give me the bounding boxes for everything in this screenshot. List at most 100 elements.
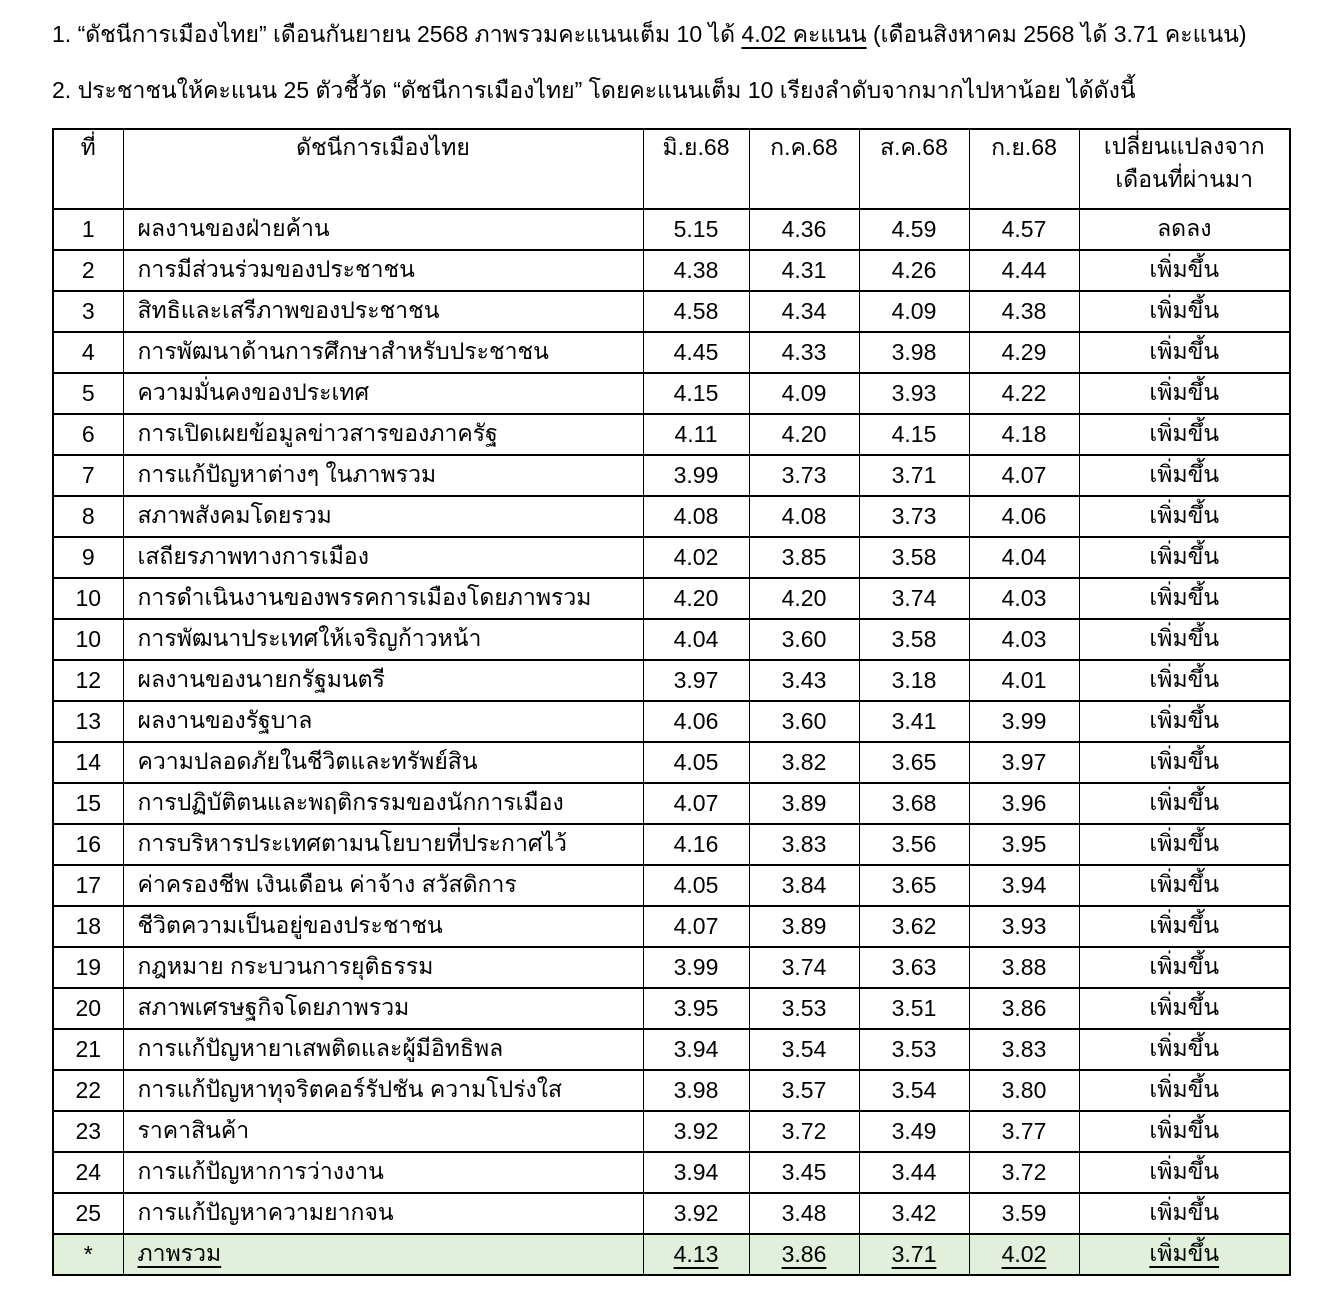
score-jul-cell-text: 3.60 (781, 707, 827, 734)
score-sep-cell-text: 3.88 (1001, 953, 1047, 980)
score-jul-cell-text: 3.89 (781, 912, 827, 939)
change-cell-text: ลดลง (1157, 215, 1212, 242)
score-sep-cell: 3.77 (968, 1109, 1080, 1153)
change-cell-text: เพิ่มขึ้น (1149, 1035, 1220, 1062)
score-sep-cell-text: 4.07 (1001, 461, 1047, 488)
index-name-cell: การแก้ปัญหาต่างๆ ในภาพรวม (122, 453, 644, 497)
score-sep-cell-text: 4.03 (1001, 625, 1047, 652)
score-jun-cell: 4.58 (642, 289, 750, 333)
col-header-month-jul: ก.ค.68 (748, 127, 860, 210)
score-aug-cell: 3.62 (858, 904, 970, 948)
change-cell: เพิ่มขึ้น (1078, 494, 1291, 538)
score-aug-cell: 3.71 (858, 453, 970, 497)
score-jun-cell-text: 3.92 (673, 1199, 719, 1226)
score-jul-cell: 3.82 (748, 740, 860, 784)
score-jun-cell-text: 3.92 (673, 1117, 719, 1144)
score-sep-cell: 4.29 (968, 330, 1080, 374)
table-row: 10 การดำเนินงานของพรรคการเมืองโดยภาพรวม 4.… (52, 576, 1291, 620)
index-name-cell: ความปลอดภัยในชีวิตและทรัพย์สิน (122, 740, 644, 784)
score-sep-cell: 4.22 (968, 371, 1080, 415)
score-jul-cell: 3.53 (748, 986, 860, 1030)
change-cell: เพิ่มขึ้น (1078, 330, 1291, 374)
score-sep-cell-text: 4.38 (1001, 297, 1047, 324)
score-aug-cell: 3.68 (858, 781, 970, 825)
score-sep-cell: 4.57 (968, 207, 1080, 251)
score-jul-cell: 4.36 (748, 207, 860, 251)
change-cell-text: เพิ่มขึ้น (1149, 789, 1220, 816)
change-cell: เพิ่มขึ้น (1078, 289, 1291, 333)
change-cell: เพิ่มขึ้น (1078, 781, 1291, 825)
score-sep-cell-text: 3.95 (1001, 830, 1047, 857)
change-cell: เพิ่มขึ้น (1078, 945, 1291, 989)
score-aug-cell-text: 3.65 (891, 871, 937, 898)
score-jul-cell: 3.60 (748, 617, 860, 661)
score-aug-cell-text: 3.56 (891, 830, 937, 857)
row-number-cell: 20 (52, 986, 124, 1030)
score-aug-cell: 3.54 (858, 1068, 970, 1112)
score-aug-cell-text: 3.74 (891, 584, 937, 611)
row-number-cell-text: 16 (75, 830, 102, 857)
change-cell-text: เพิ่มขึ้น (1149, 543, 1220, 570)
change-cell-text: เพิ่มขึ้น (1149, 1240, 1220, 1267)
score-aug-cell-text: 3.51 (891, 994, 937, 1021)
score-jul-cell: 3.89 (748, 781, 860, 825)
score-aug-cell-text: 3.18 (891, 666, 937, 693)
score-aug-cell: 3.49 (858, 1109, 970, 1153)
col-header-change: เปลี่ยนแปลงจาก เดือนที่ผ่านมา (1078, 127, 1291, 210)
score-jul-cell: 3.89 (748, 904, 860, 948)
score-jun-cell: 4.16 (642, 822, 750, 866)
score-jun-cell-text: 4.05 (673, 871, 719, 898)
index-name-cell-text: ภาพรวม (137, 1240, 222, 1267)
score-sep-cell-text: 4.57 (1001, 215, 1047, 242)
row-number-cell: 8 (52, 494, 124, 538)
table-row: 25 การแก้ปัญหาความยากจน 3.92 3.48 3.42 3.59 เพ… (52, 1191, 1291, 1235)
score-jul-cell: 3.84 (748, 863, 860, 907)
score-jun-cell-text: 4.07 (673, 789, 719, 816)
row-number-cell: 2 (52, 248, 124, 292)
score-sep-cell-text: 4.02 (1001, 1240, 1047, 1267)
score-jun-cell: 3.99 (642, 945, 750, 989)
col-header-month-jun: มิ.ย.68 (642, 127, 750, 210)
score-sep-cell-text: 3.72 (1001, 1158, 1047, 1185)
score-jul-cell-text: 4.20 (781, 584, 827, 611)
change-cell-text: เพิ่มขึ้น (1149, 871, 1220, 898)
change-cell: เพิ่มขึ้น (1078, 1191, 1291, 1235)
score-aug-cell-text: 3.98 (891, 338, 937, 365)
change-cell-text: เพิ่มขึ้น (1149, 707, 1220, 734)
index-name-cell: การแก้ปัญหาทุจริตคอร์รัปชัน ความโปร่งใส (122, 1068, 644, 1112)
change-cell-text: เพิ่มขึ้น (1149, 338, 1220, 365)
row-number-cell-text: 24 (75, 1158, 102, 1185)
score-jun-cell-text: 5.15 (673, 215, 719, 242)
index-name-cell: สิทธิและเสรีภาพของประชาชน (122, 289, 644, 333)
table-row: 12 ผลงานของนายกรัฐมนตรี 3.97 3.43 3.18 4.01 เพ… (52, 658, 1291, 702)
score-jul-cell-text: 3.48 (781, 1199, 827, 1226)
table-row: 18 ชีวิตความเป็นอยู่ของประชาชน 4.07 3.89 3.6… (52, 904, 1291, 948)
score-jul-cell: 3.57 (748, 1068, 860, 1112)
score-aug-cell: 3.65 (858, 740, 970, 784)
score-jun-cell-text: 4.08 (673, 502, 719, 529)
index-name-cell-text: การแก้ปัญหาความยากจน (137, 1199, 394, 1226)
score-aug-cell: 4.26 (858, 248, 970, 292)
change-cell: เพิ่มขึ้น (1078, 453, 1291, 497)
score-jun-cell: 3.95 (642, 986, 750, 1030)
table-row: 9 เสถียรภาพทางการเมือง 4.02 3.85 3.58 4.04 เพิ… (52, 535, 1291, 579)
score-sep-cell-text: 3.96 (1001, 789, 1047, 816)
index-name-cell: การปฏิบัติตนและพฤติกรรมของนักการเมือง (122, 781, 644, 825)
score-aug-cell-text: 3.53 (891, 1035, 937, 1062)
score-jun-cell-text: 4.20 (673, 584, 719, 611)
score-jul-cell-text: 3.45 (781, 1158, 827, 1185)
index-name-cell: สภาพเศรษฐกิจโดยภาพรวม (122, 986, 644, 1030)
score-jun-cell: 3.92 (642, 1191, 750, 1235)
row-number-cell-text: 21 (75, 1035, 102, 1062)
row-number-cell: 7 (52, 453, 124, 497)
score-jun-cell-text: 4.06 (673, 707, 719, 734)
score-sep-cell: 3.99 (968, 699, 1080, 743)
score-aug-cell: 3.58 (858, 617, 970, 661)
table-row: 23 ราคาสินค้า 3.92 3.72 3.49 3.77 เพิ่มขึ้น (52, 1109, 1291, 1153)
row-number-cell: 14 (52, 740, 124, 784)
score-sep-cell-text: 3.86 (1001, 994, 1047, 1021)
score-jun-cell-text: 3.97 (673, 666, 719, 693)
score-jul-cell-text: 3.54 (781, 1035, 827, 1062)
score-jul-cell-text: 3.72 (781, 1117, 827, 1144)
score-jul-cell: 3.73 (748, 453, 860, 497)
